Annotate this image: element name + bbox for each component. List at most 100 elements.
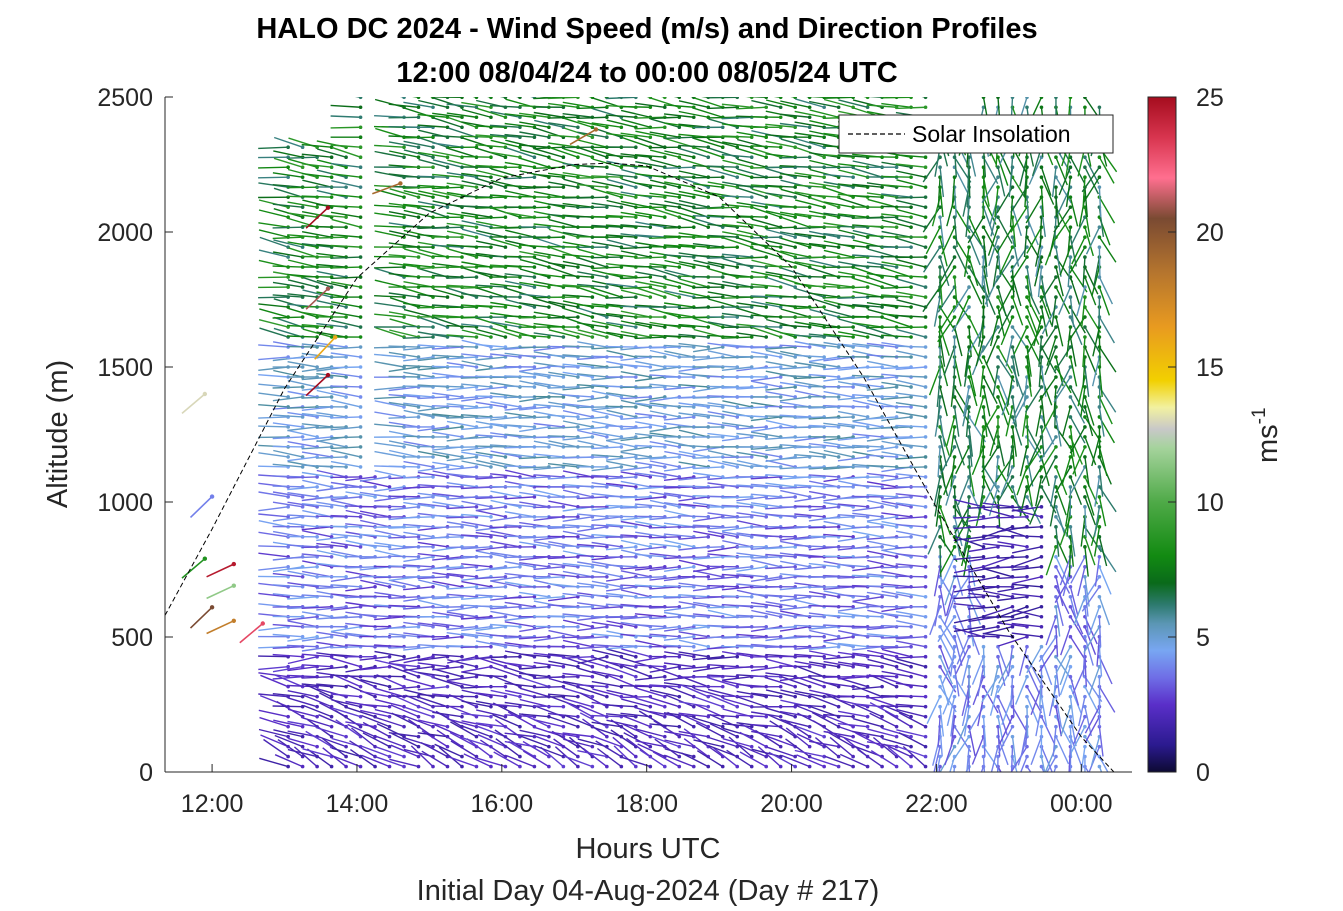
- wind-barb: [258, 513, 289, 518]
- wind-barb: [750, 325, 781, 328]
- wind-barb-point: [576, 335, 580, 339]
- wind-barb-point: [402, 215, 406, 219]
- wind-barbs: [181, 97, 1118, 772]
- wind-barb: [388, 416, 419, 419]
- wind-barb-point: [634, 405, 638, 409]
- wind-barb-point: [445, 465, 450, 469]
- wind-barb-point: [387, 545, 392, 549]
- wind-barb-point: [416, 115, 421, 120]
- wind-barb-point: [778, 325, 783, 329]
- wind-barb: [663, 585, 694, 588]
- wind-barb-point: [460, 664, 464, 669]
- wind-barb-point: [677, 185, 682, 189]
- wind-barb: [258, 344, 289, 348]
- wind-barb: [287, 379, 318, 388]
- wind-barb: [330, 476, 361, 479]
- wind-barb-point: [720, 285, 725, 289]
- wind-barb: [446, 345, 477, 348]
- wind-barb: [388, 262, 419, 268]
- wind-barb: [258, 383, 289, 388]
- wind-barb-point: [416, 355, 421, 359]
- wind-barb-point: [749, 694, 754, 699]
- wind-barb-point: [416, 405, 421, 409]
- wind-barb-point: [373, 485, 377, 489]
- wind-barb: [418, 696, 448, 708]
- wind-barb-point: [605, 684, 609, 689]
- wind-barb-point: [590, 674, 595, 679]
- wind-barb: [301, 143, 332, 148]
- wind-barb: [287, 620, 318, 628]
- wind-barb: [301, 553, 332, 558]
- wind-barb: [330, 162, 361, 168]
- wind-barb-point: [662, 505, 667, 509]
- wind-barb-point: [431, 495, 435, 499]
- wind-barb-point: [677, 565, 682, 569]
- wind-barb-point: [474, 335, 479, 339]
- wind-barb-point: [300, 664, 305, 669]
- wind-barb-point: [344, 754, 348, 759]
- wind-barb-point: [474, 664, 479, 669]
- wind-barb-point: [576, 415, 580, 419]
- wind-barb: [539, 97, 549, 98]
- wind-barb-point: [518, 245, 522, 249]
- wind-barb-point: [576, 185, 580, 189]
- wind-barb-point: [329, 654, 334, 659]
- wind-barb-point: [300, 385, 305, 389]
- wind-barb-point: [720, 155, 725, 160]
- wind-barb-point: [778, 145, 783, 150]
- wind-barb: [402, 364, 434, 368]
- wind-barb: [259, 236, 289, 248]
- wind-barb: [287, 293, 318, 298]
- wind-barb: [301, 636, 332, 642]
- wind-barb-point: [576, 535, 580, 539]
- wind-barb: [272, 516, 303, 522]
- wind-barb-point: [634, 485, 638, 489]
- wind-barb-point: [677, 704, 682, 709]
- wind-barb-point: [402, 584, 406, 589]
- wind-barb-point: [402, 195, 406, 199]
- wind-barb-point: [460, 654, 464, 659]
- wind-barb-point: [344, 315, 348, 319]
- wind-barb: [301, 611, 332, 618]
- wind-barb-point: [373, 734, 377, 739]
- wind-barb-point: [677, 734, 682, 739]
- wind-barb-point: [590, 155, 595, 160]
- wind-barb-point: [735, 734, 740, 739]
- wind-barb-point: [793, 105, 797, 110]
- wind-barb: [258, 209, 289, 218]
- wind-barb-point: [561, 255, 566, 259]
- wind-barb: [301, 646, 332, 652]
- wind-barb: [518, 195, 549, 198]
- wind-barb: [258, 416, 289, 419]
- wind-barb: [287, 441, 318, 448]
- wind-barb-point: [576, 515, 580, 519]
- wind-barb: [258, 249, 289, 258]
- wind-barb-point: [431, 325, 435, 329]
- wind-barb-point: [807, 365, 812, 369]
- wind-barb: [390, 704, 419, 718]
- wind-barb-point: [344, 355, 348, 359]
- wind-barb: [374, 698, 405, 708]
- wind-barb-point: [460, 175, 464, 179]
- wind-barb: [258, 655, 289, 658]
- wind-barb-point: [503, 684, 508, 689]
- wind-barb: [316, 263, 347, 268]
- wind-barb: [417, 344, 448, 348]
- wind-barb: [374, 212, 405, 218]
- wind-barb: [530, 97, 535, 98]
- wind-barb-point: [634, 295, 638, 299]
- wind-barb-point: [793, 215, 797, 219]
- wind-barb: [504, 465, 535, 468]
- wind-barb-point: [662, 704, 667, 709]
- wind-barb-point: [474, 185, 479, 189]
- wind-barb: [316, 252, 347, 258]
- wind-barb-point: [634, 525, 638, 529]
- wind-barb: [403, 371, 434, 378]
- wind-barb-point: [286, 425, 290, 429]
- wind-barb-point: [489, 115, 493, 120]
- wind-barb-point: [648, 724, 653, 729]
- wind-barb-point: [445, 395, 450, 399]
- wind-barb: [388, 351, 419, 358]
- wind-barb-point: [460, 714, 464, 719]
- wind-barb-point: [662, 734, 667, 739]
